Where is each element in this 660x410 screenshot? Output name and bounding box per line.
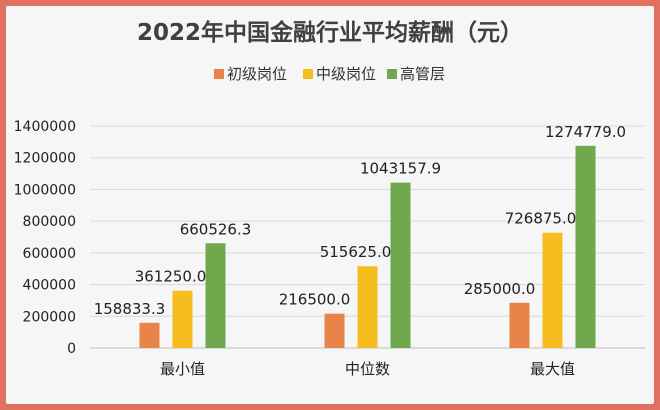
- legend-swatch: [303, 69, 313, 79]
- data-label: 1043157.9: [360, 160, 441, 178]
- legend-swatch: [214, 69, 224, 79]
- bar: [205, 243, 226, 348]
- x-tick-label: 最小值: [160, 360, 205, 378]
- bar: [509, 302, 530, 348]
- data-label: 515625.0: [320, 243, 392, 261]
- data-label: 361250.0: [135, 268, 207, 286]
- data-label: 1274779.0: [545, 123, 626, 141]
- chart-title: 2022年中国金融行业平均薪酬（元）: [137, 19, 523, 46]
- data-label: 726875.0: [505, 210, 577, 228]
- y-tick-label: 1400000: [14, 119, 76, 135]
- legend-label: 高管层: [400, 65, 445, 83]
- y-tick-label: 200000: [23, 309, 76, 325]
- legend-swatch: [387, 69, 397, 79]
- bar: [575, 145, 596, 348]
- y-tick-label: 0: [67, 341, 76, 357]
- bars: 158833.3 361250.0 660526.3 216500.0 515625.0…: [94, 123, 626, 348]
- bar: [172, 290, 193, 348]
- y-tick-label: 1000000: [14, 182, 76, 198]
- legend-label: 中级岗位: [316, 65, 376, 83]
- data-label: 216500.0: [279, 291, 351, 309]
- data-label: 660526.3: [180, 220, 252, 238]
- legend-label: 初级岗位: [227, 65, 287, 83]
- y-tick-label: 400000: [23, 278, 76, 294]
- legend: 初级岗位 中级岗位 高管层: [214, 65, 445, 83]
- bar: [390, 182, 411, 348]
- data-label: 285000.0: [464, 280, 536, 298]
- y-axis: 0 200000 400000 600000 800000 1000000 1200000 1…: [14, 119, 76, 357]
- data-label: 158833.3: [94, 300, 166, 318]
- x-axis: 最小值 中位数 最大值: [160, 360, 575, 378]
- bar: [139, 322, 160, 348]
- x-tick-label: 最大值: [530, 360, 575, 378]
- y-tick-label: 800000: [23, 214, 76, 230]
- bar: [324, 313, 345, 348]
- y-tick-label: 600000: [23, 246, 76, 262]
- x-tick-label: 中位数: [345, 360, 390, 378]
- y-tick-label: 1200000: [14, 151, 76, 167]
- bar: [357, 266, 378, 348]
- bar: [542, 232, 563, 348]
